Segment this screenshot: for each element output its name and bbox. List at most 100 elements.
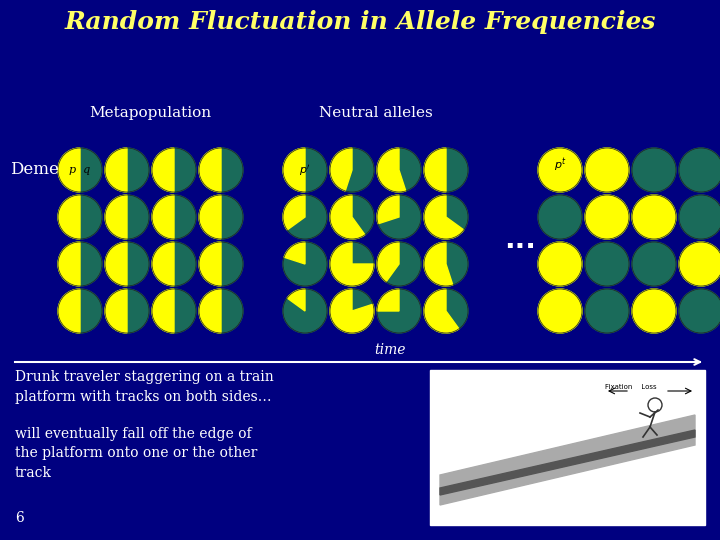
Text: Random Fluctuation in Allele Frequencies: Random Fluctuation in Allele Frequencies: [64, 10, 656, 34]
Wedge shape: [377, 242, 399, 282]
Circle shape: [199, 195, 243, 239]
Wedge shape: [377, 195, 399, 224]
Circle shape: [538, 148, 582, 192]
Wedge shape: [330, 289, 374, 333]
Circle shape: [330, 148, 374, 192]
Text: 6: 6: [15, 511, 24, 525]
Circle shape: [58, 148, 102, 192]
Wedge shape: [58, 242, 80, 286]
Text: $p^t$: $p^t$: [554, 156, 567, 174]
Circle shape: [632, 148, 676, 192]
Circle shape: [58, 242, 102, 286]
Polygon shape: [440, 430, 695, 495]
Circle shape: [632, 195, 676, 239]
Text: Neutral alleles: Neutral alleles: [319, 106, 433, 120]
Text: Fixation    Loss: Fixation Loss: [605, 384, 657, 390]
Circle shape: [152, 289, 196, 333]
Wedge shape: [58, 148, 80, 192]
Circle shape: [424, 148, 468, 192]
Circle shape: [679, 148, 720, 192]
Circle shape: [330, 195, 374, 239]
Circle shape: [585, 242, 629, 286]
Wedge shape: [330, 242, 374, 286]
Circle shape: [632, 195, 676, 239]
Circle shape: [283, 148, 327, 192]
Wedge shape: [283, 195, 305, 230]
Bar: [430, 370, 705, 525]
Text: p  q: p q: [69, 165, 91, 175]
Polygon shape: [440, 415, 695, 505]
Text: $p'$: $p'$: [300, 163, 311, 178]
Circle shape: [199, 289, 243, 333]
Wedge shape: [105, 289, 127, 333]
Circle shape: [330, 242, 374, 286]
Wedge shape: [152, 289, 174, 333]
Wedge shape: [424, 195, 464, 239]
Circle shape: [538, 195, 582, 239]
Circle shape: [585, 148, 629, 192]
Circle shape: [105, 148, 149, 192]
Text: will eventually fall off the edge of
the platform onto one or the other
track: will eventually fall off the edge of the…: [15, 427, 257, 480]
Wedge shape: [105, 242, 127, 286]
Text: ...: ...: [504, 226, 536, 254]
Circle shape: [199, 148, 243, 192]
Circle shape: [538, 289, 582, 333]
Circle shape: [283, 195, 327, 239]
Wedge shape: [152, 195, 174, 239]
Circle shape: [152, 148, 196, 192]
Wedge shape: [283, 148, 305, 192]
Circle shape: [377, 195, 421, 239]
Circle shape: [585, 195, 629, 239]
Circle shape: [538, 289, 582, 333]
Wedge shape: [284, 242, 305, 264]
Circle shape: [632, 242, 676, 286]
Wedge shape: [287, 289, 305, 311]
Circle shape: [377, 148, 421, 192]
Circle shape: [679, 195, 720, 239]
Text: Drunk traveler staggering on a train
platform with tracks on both sides…: Drunk traveler staggering on a train pla…: [15, 370, 274, 403]
Wedge shape: [377, 148, 406, 192]
Circle shape: [424, 242, 468, 286]
Wedge shape: [199, 289, 221, 333]
Circle shape: [105, 289, 149, 333]
Wedge shape: [424, 242, 453, 286]
Circle shape: [58, 289, 102, 333]
Circle shape: [679, 242, 720, 286]
Wedge shape: [199, 148, 221, 192]
Circle shape: [679, 289, 720, 333]
Circle shape: [58, 195, 102, 239]
Circle shape: [424, 195, 468, 239]
Wedge shape: [199, 242, 221, 286]
Wedge shape: [424, 289, 459, 333]
Wedge shape: [105, 195, 127, 239]
Circle shape: [199, 242, 243, 286]
Wedge shape: [330, 148, 352, 191]
Circle shape: [105, 195, 149, 239]
Circle shape: [585, 195, 629, 239]
Wedge shape: [58, 289, 80, 333]
Text: time: time: [374, 343, 406, 357]
Circle shape: [538, 242, 582, 286]
Circle shape: [152, 195, 196, 239]
Wedge shape: [58, 195, 80, 239]
Wedge shape: [105, 148, 127, 192]
Circle shape: [632, 289, 676, 333]
Text: Metapopulation: Metapopulation: [89, 106, 212, 120]
Wedge shape: [424, 148, 446, 192]
Circle shape: [330, 289, 374, 333]
Wedge shape: [152, 242, 174, 286]
Circle shape: [152, 242, 196, 286]
Circle shape: [283, 242, 327, 286]
Wedge shape: [377, 289, 399, 311]
Circle shape: [538, 242, 582, 286]
Wedge shape: [330, 195, 365, 239]
Bar: [600, 376, 700, 398]
Circle shape: [585, 148, 629, 192]
Circle shape: [538, 148, 582, 192]
Circle shape: [377, 242, 421, 286]
Circle shape: [105, 242, 149, 286]
Circle shape: [679, 242, 720, 286]
Wedge shape: [199, 195, 221, 239]
Wedge shape: [152, 148, 174, 192]
Circle shape: [377, 289, 421, 333]
